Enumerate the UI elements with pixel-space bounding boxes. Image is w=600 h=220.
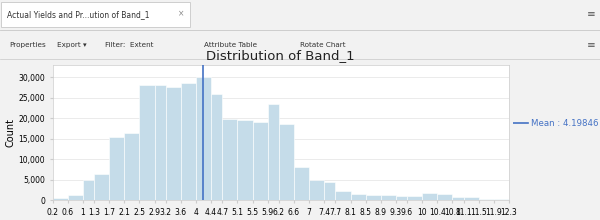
Bar: [494, 199, 509, 200]
Bar: [196, 77, 211, 200]
Text: ≡: ≡: [586, 9, 595, 19]
Text: Attribute Table: Attribute Table: [204, 42, 257, 48]
Bar: [324, 182, 335, 200]
Bar: [253, 122, 268, 200]
Text: ≡: ≡: [586, 40, 595, 50]
Bar: [452, 196, 464, 200]
Bar: [181, 83, 196, 200]
Text: ×: ×: [178, 10, 184, 19]
Bar: [268, 104, 279, 200]
Bar: [53, 198, 68, 200]
Bar: [396, 196, 407, 200]
Bar: [479, 199, 494, 200]
Title: Distribution of Band_1: Distribution of Band_1: [206, 49, 355, 62]
Bar: [380, 195, 396, 200]
Bar: [68, 195, 83, 200]
Text: Rotate Chart: Rotate Chart: [300, 42, 346, 48]
Text: Filter:  Extent: Filter: Extent: [105, 42, 154, 48]
Bar: [350, 194, 365, 200]
Bar: [139, 85, 155, 200]
Bar: [155, 85, 166, 200]
Text: Actual Yields and Pr...ution of Band_1: Actual Yields and Pr...ution of Band_1: [7, 10, 150, 19]
FancyBboxPatch shape: [1, 2, 190, 27]
Bar: [211, 94, 223, 200]
Text: Properties: Properties: [9, 42, 46, 48]
Bar: [309, 180, 324, 200]
Bar: [294, 167, 309, 200]
Bar: [437, 194, 452, 200]
Bar: [335, 191, 350, 200]
Bar: [407, 196, 422, 200]
Bar: [94, 174, 109, 200]
Bar: [124, 132, 139, 200]
Bar: [464, 197, 479, 200]
Bar: [422, 193, 437, 200]
Text: Mean : 4.19846: Mean : 4.19846: [532, 119, 599, 128]
Text: Export ▾: Export ▾: [57, 42, 86, 48]
Bar: [109, 137, 124, 200]
Y-axis label: Count: Count: [5, 118, 16, 147]
Bar: [223, 119, 238, 200]
Bar: [365, 195, 380, 200]
Bar: [166, 87, 181, 200]
Bar: [83, 180, 94, 200]
Bar: [279, 124, 294, 200]
Bar: [238, 120, 253, 200]
